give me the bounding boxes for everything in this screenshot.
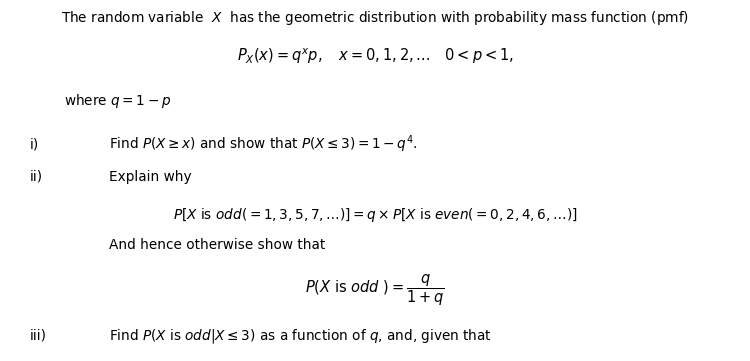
Text: And hence otherwise show that: And hence otherwise show that xyxy=(109,239,325,252)
Text: ii): ii) xyxy=(30,170,43,184)
Text: The random variable  $X$  has the geometric distribution with probability mass f: The random variable $X$ has the geometri… xyxy=(61,9,689,27)
Text: $P_X(x) = q^x p,\quad  x = 0, 1, 2, \ldots\quad  0 < p < 1,$: $P_X(x) = q^x p,\quad x = 0, 1, 2, \ldot… xyxy=(236,46,514,66)
Text: Explain why: Explain why xyxy=(109,170,191,184)
Text: $P[X$ is $odd(= 1,3,5,7, \ldots)] = q \times P[X$ is $even(= 0,2,4,6, \ldots)]$: $P[X$ is $odd(= 1,3,5,7, \ldots)] = q \t… xyxy=(172,206,578,224)
Text: where $q = 1 - p$: where $q = 1 - p$ xyxy=(64,92,171,110)
Text: Find $P(X$ is $odd|X \leq 3)$ as a function of $q$, and, given that: Find $P(X$ is $odd|X \leq 3)$ as a funct… xyxy=(109,327,492,345)
Text: iii): iii) xyxy=(30,329,47,343)
Text: i): i) xyxy=(30,138,39,151)
Text: $P(X$ is $odd$ $) = \dfrac{q}{1+q}$: $P(X$ is $odd$ $) = \dfrac{q}{1+q}$ xyxy=(305,273,445,308)
Text: Find $P(X \geq x)$ and show that $P(X \leq 3) = 1 - q^4$.: Find $P(X \geq x)$ and show that $P(X \l… xyxy=(109,134,417,155)
